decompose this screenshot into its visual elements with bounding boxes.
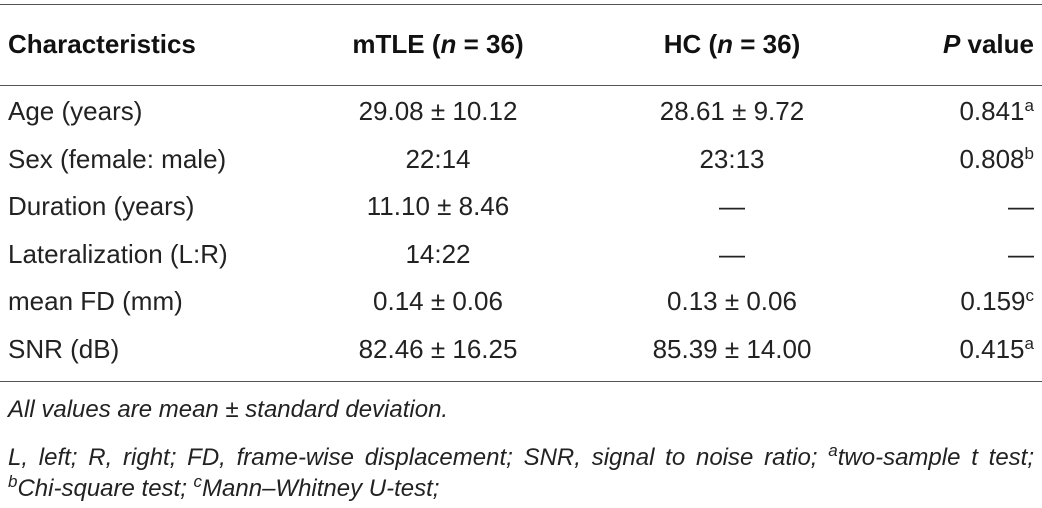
text-run: All values are mean ± standard deviation… [8, 396, 449, 423]
table-cell: — [719, 191, 745, 222]
superscript: a [1024, 96, 1034, 116]
table-cell: SNR (dB) [8, 333, 120, 364]
table-row: Age (years) 29.08 ± 10.12 28.61 ± 9.72 0.84… [0, 88, 1042, 136]
table-cell: 0.14 ± 0.06 [373, 286, 503, 317]
footnote: All values are mean ± standard deviation… [8, 394, 1034, 425]
p-value: 0.808 [959, 143, 1025, 174]
table-cell: 22:14 [405, 143, 471, 174]
header-cell: Characteristics [8, 29, 196, 60]
footnotes: All values are mean ± standard deviation… [8, 394, 1034, 504]
table-cell: — [719, 238, 745, 269]
table-cell: 0.13 ± 0.06 [667, 286, 797, 317]
table-row: SNR (dB) 82.46 ± 16.25 85.39 ± 14.00 0.415a [0, 326, 1042, 374]
text-run: = 36) [456, 28, 524, 59]
table-cell: 0.808b [959, 144, 1034, 175]
superscript: c [1025, 286, 1035, 306]
table-cell: 23:13 [699, 143, 765, 174]
table-cell: Lateralization (L:R) [8, 238, 228, 269]
table-row: Lateralization (L:R) 14:22 — — [0, 231, 1042, 279]
text-run: Characteristics [8, 28, 196, 59]
header-cell: P value [943, 29, 1034, 60]
text-run: n [717, 28, 734, 59]
table-cell: 85.39 ± 14.00 [652, 333, 812, 364]
superscript: a [1024, 333, 1034, 353]
text-run: two-sample t test; [837, 444, 1035, 471]
p-value: — [1008, 238, 1034, 269]
p-value: 0.841 [959, 96, 1025, 127]
text-run: L, left; R, right; FD, frame-wise displa… [8, 444, 829, 471]
top-rule [0, 4, 1042, 5]
text-run: Chi-square test; [17, 475, 194, 502]
table-row: Sex (female: male) 22:14 23:13 0.808b [0, 136, 1042, 184]
table-row: mean FD (mm) 0.14 ± 0.06 0.13 ± 0.06 0.159c [0, 278, 1042, 326]
table-cell: — [1008, 239, 1034, 270]
text-run: mTLE ( [352, 28, 441, 59]
superscript: a [828, 441, 838, 460]
table-cell: 0.415a [959, 334, 1034, 365]
header-rule [0, 85, 1042, 86]
p-value: 0.159 [960, 286, 1026, 317]
table-cell: 0.159c [960, 286, 1034, 317]
table-row: Duration (years) 11.10 ± 8.46 — — [0, 183, 1042, 231]
header-row: Characteristics mTLE (n = 36) HC (n = 36) P… [0, 5, 1042, 83]
table-cell: 28.61 ± 9.72 [659, 96, 805, 127]
table-cell: 0.841a [959, 96, 1034, 127]
table-cell: 82.46 ± 16.25 [358, 333, 518, 364]
table-cell: 29.08 ± 10.12 [358, 96, 518, 127]
table-cell: Sex (female: male) [8, 143, 227, 174]
table-cell: Age (years) [8, 96, 143, 127]
superscript: b [1024, 143, 1034, 163]
footnote: L, left; R, right; FD, frame-wise displa… [8, 442, 1034, 504]
table-cell: Duration (years) [8, 191, 195, 222]
p-value: 0.415 [959, 333, 1025, 364]
text-run: P [942, 28, 961, 59]
superscript: c [193, 472, 203, 491]
table-cell: 14:22 [405, 238, 471, 269]
text-run: = 36) [733, 28, 801, 59]
text-run: HC ( [663, 28, 718, 59]
bottom-rule [0, 381, 1042, 382]
header-cell: mTLE (n = 36) [318, 29, 558, 60]
table-cell: 11.10 ± 8.46 [366, 191, 510, 222]
text-run: Mann–Whitney U-test; [202, 475, 440, 502]
table-cell: — [1008, 191, 1034, 222]
superscript: b [8, 472, 18, 491]
p-value: — [1008, 191, 1034, 222]
text-run: value [960, 28, 1035, 59]
header-cell: HC (n = 36) [612, 29, 852, 60]
text-run: n [440, 28, 457, 59]
table-cell: mean FD (mm) [8, 286, 183, 317]
